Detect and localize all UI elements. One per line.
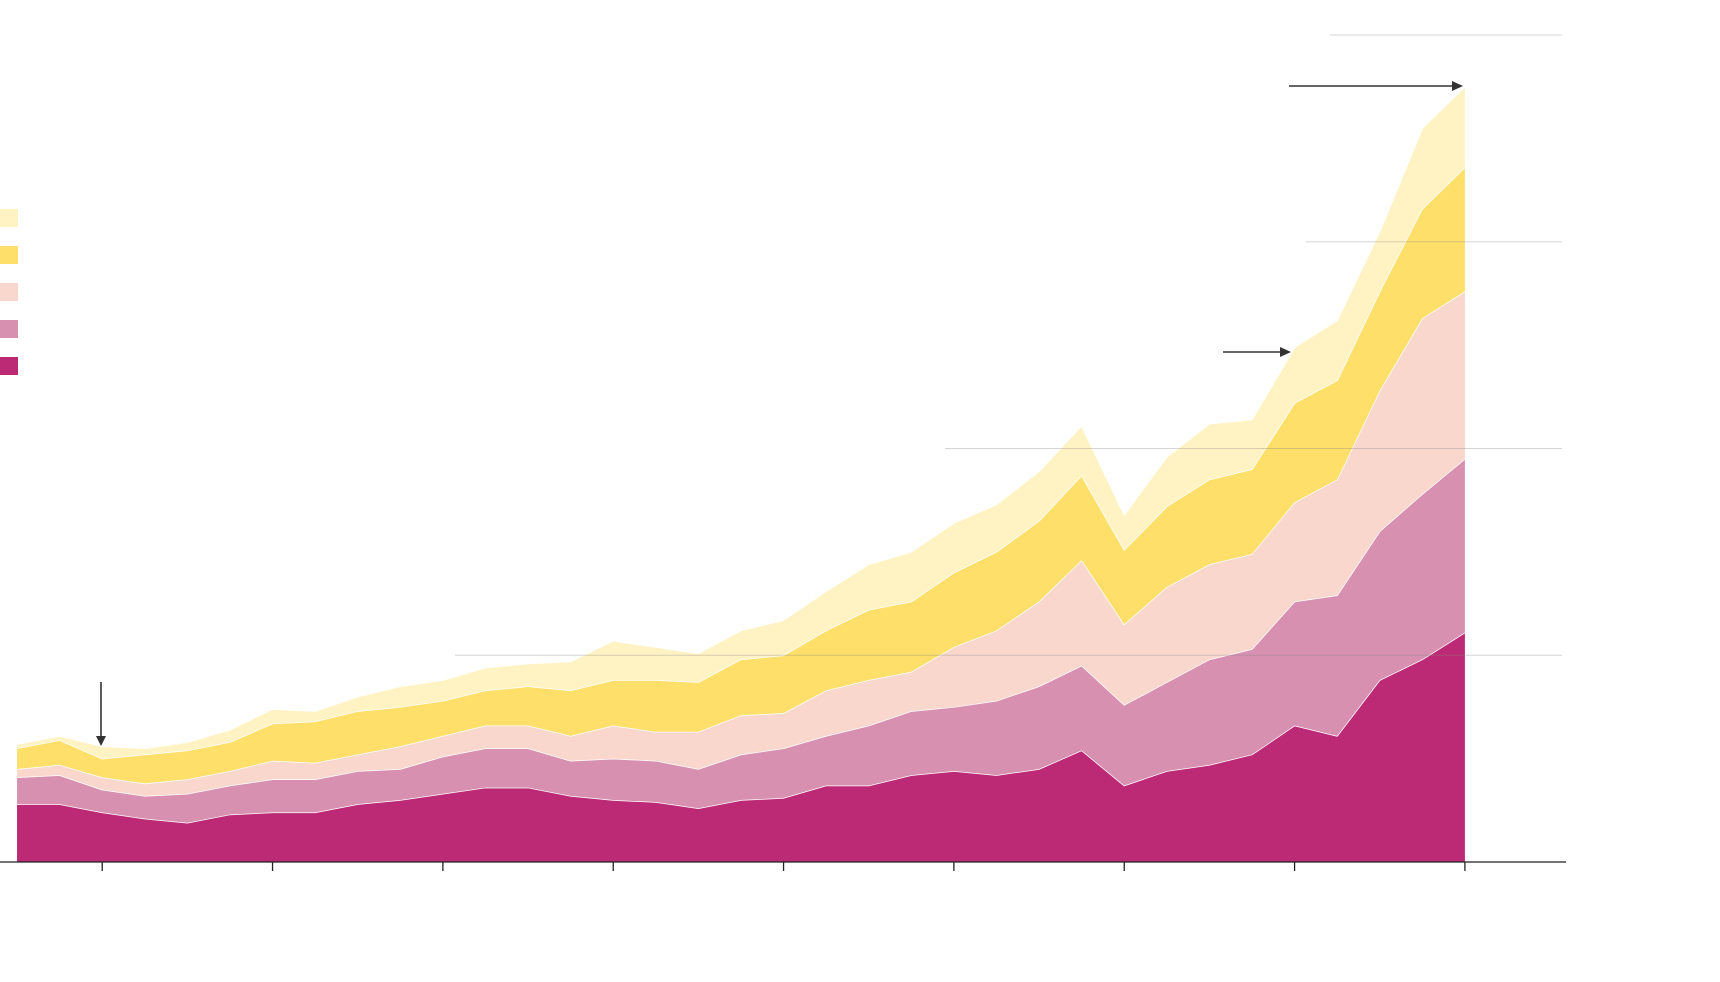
arrow-head bbox=[1452, 81, 1463, 91]
x-axis bbox=[0, 861, 1566, 871]
area-edge bbox=[16, 86, 1466, 750]
grid bbox=[455, 34, 1562, 656]
legend-swatch bbox=[0, 246, 18, 264]
legend-swatch bbox=[0, 320, 18, 338]
legend-swatch bbox=[0, 283, 18, 301]
area bbox=[17, 632, 1465, 862]
arrow-head bbox=[96, 736, 106, 746]
legend-swatch bbox=[0, 357, 18, 375]
legend-swatch bbox=[0, 209, 18, 227]
area bbox=[17, 458, 1465, 823]
arrow-head bbox=[1280, 347, 1291, 357]
areas bbox=[16, 86, 1466, 862]
annotations bbox=[96, 81, 1463, 746]
legend bbox=[0, 209, 18, 375]
area bbox=[17, 291, 1465, 796]
